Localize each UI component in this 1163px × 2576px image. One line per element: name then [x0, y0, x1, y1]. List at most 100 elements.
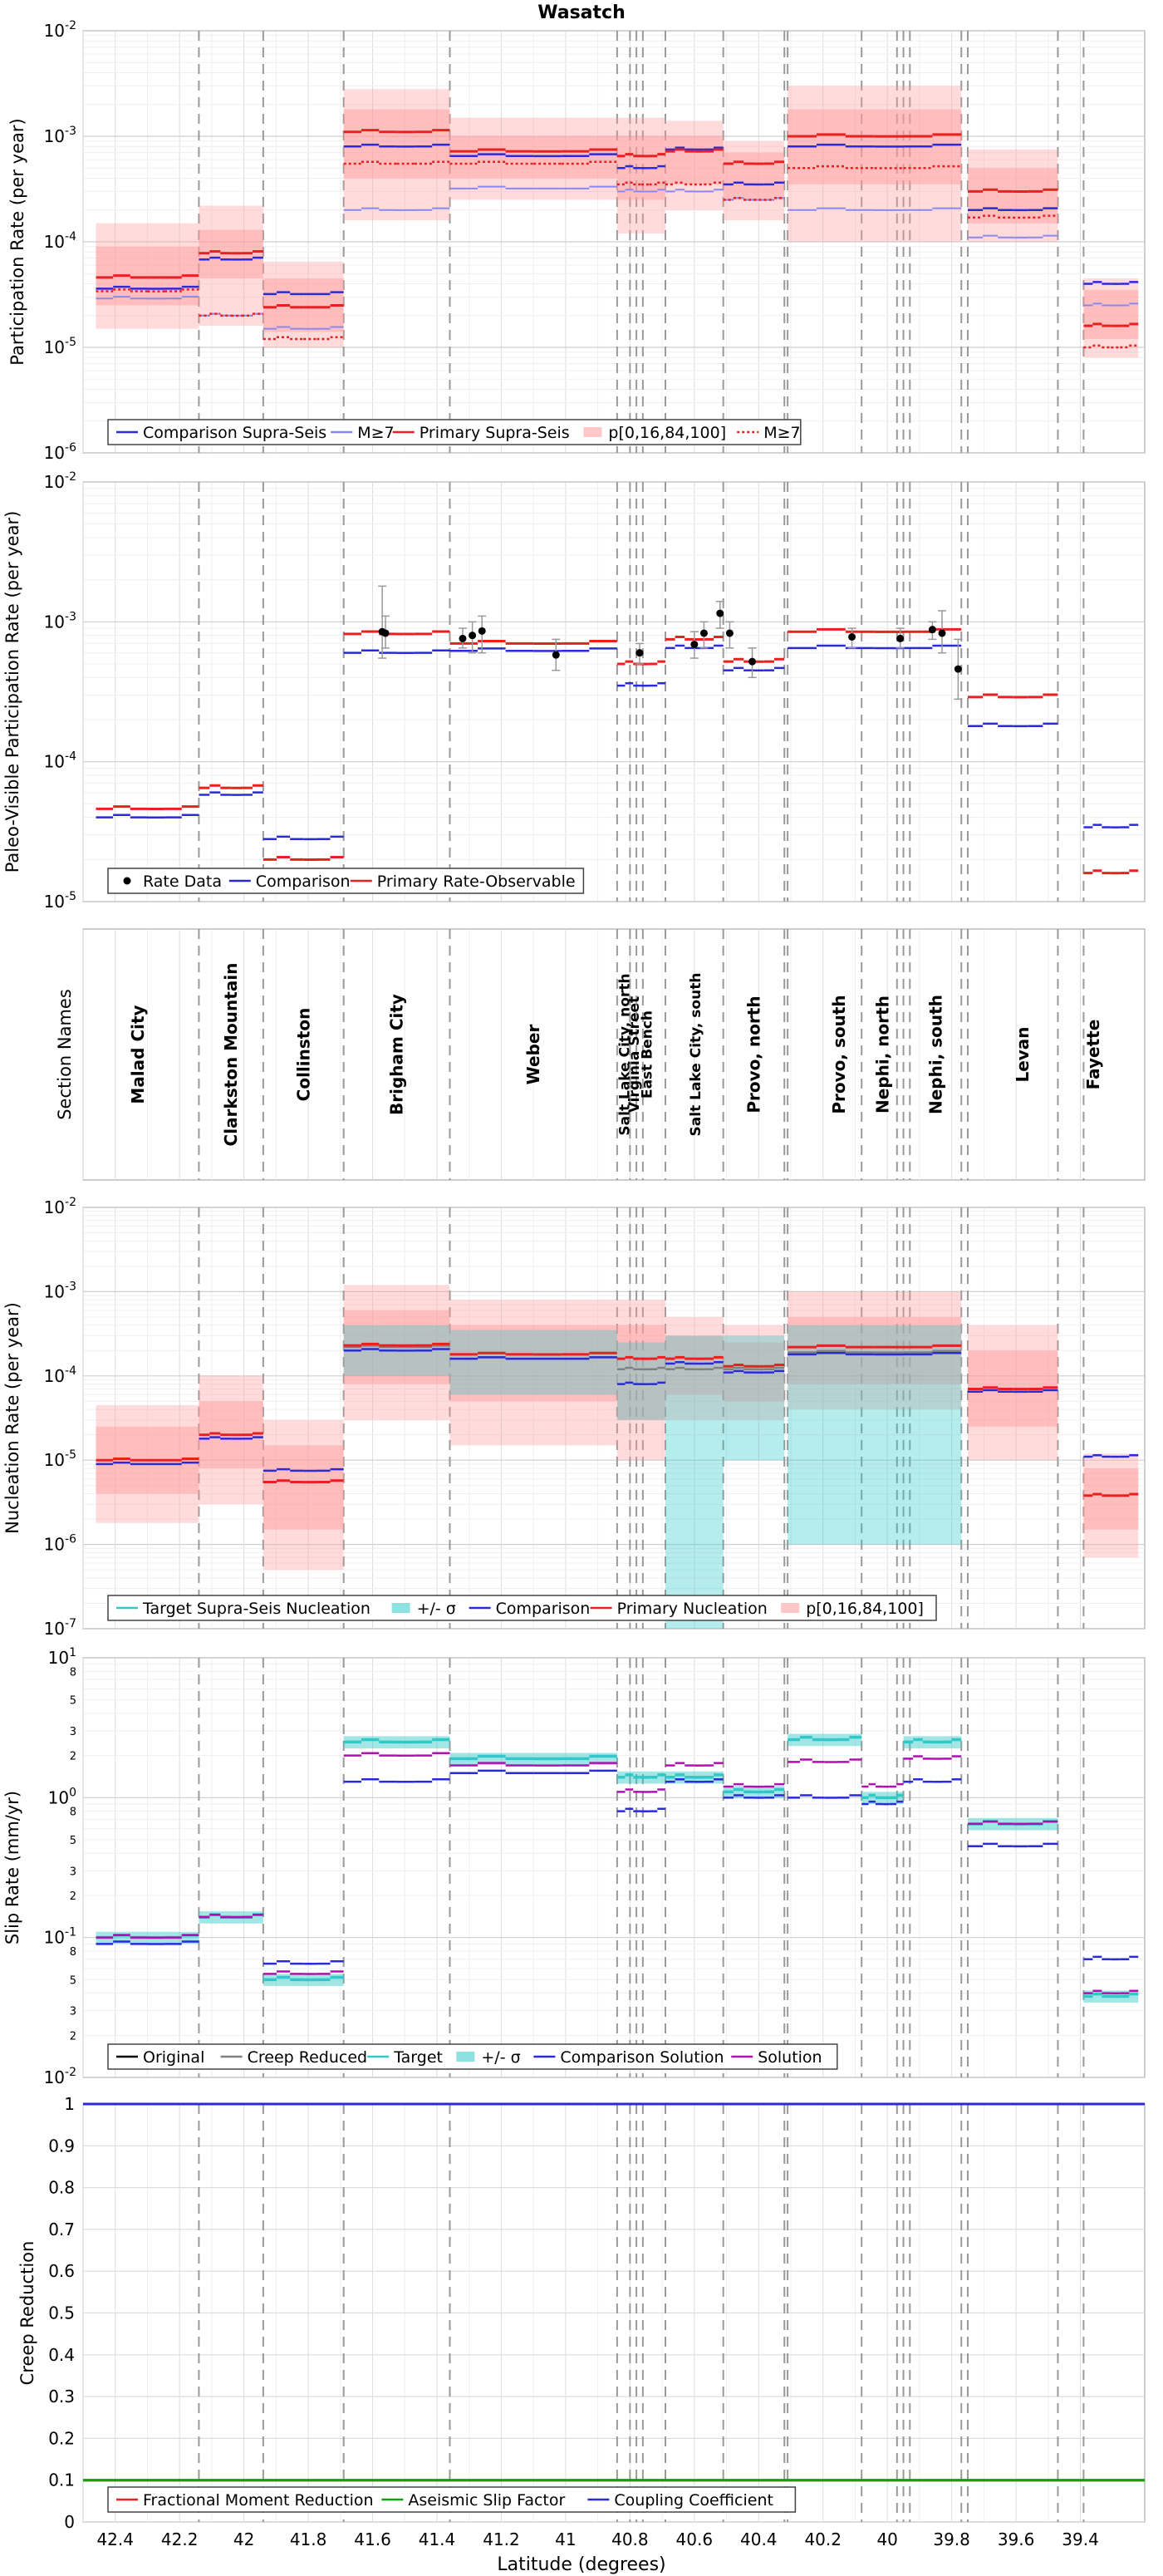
panel-nucleation: 10-7 10-6 10-5 10-4 10-3 10-2 Target Supra-Sei…	[44, 1196, 1146, 1639]
x-tick-label: 41.6	[354, 2529, 391, 2549]
x-tick-label: 42	[233, 2529, 254, 2549]
legend-label: Primary Rate-Observable	[377, 873, 576, 891]
legend-label: p[0,16,84,100]	[806, 1600, 924, 1618]
x-tick-label: 42.4	[96, 2529, 134, 2549]
legend-label: Comparison Supra-Seis	[143, 424, 326, 442]
section-name-label: Salt Lake City, north	[617, 973, 634, 1135]
percentile-band-inner	[665, 136, 724, 184]
legend-swatch	[123, 877, 131, 885]
y-minor-tick-label: 8	[70, 1946, 76, 1959]
percentile-band-outer	[616, 1300, 665, 1461]
x-tick-label: 41.8	[290, 2529, 327, 2549]
section-name-label: Nephi, south	[925, 995, 945, 1114]
y-axis-label: Section Names	[55, 989, 75, 1120]
x-tick-label: 39.6	[998, 2529, 1035, 2549]
legend-label: p[0,16,84,100]	[608, 424, 726, 442]
rate-data-point	[552, 651, 560, 659]
y-tick-label: 10-2	[44, 2066, 76, 2087]
rate-data-point	[748, 657, 757, 666]
y-tick-label: 0.2	[48, 2428, 75, 2448]
legend-swatch	[456, 2052, 475, 2062]
percentile-band-inner	[1083, 1468, 1139, 1530]
y-tick-label: 10-4	[44, 230, 77, 252]
rate-data-point	[954, 665, 962, 673]
y-axis-label: Participation Rate (per year)	[7, 118, 27, 365]
rate-data-point	[716, 609, 724, 617]
legend-label: M≥7	[763, 424, 800, 442]
percentile-band-inner	[665, 1335, 724, 1395]
legend-label: Aseismic Slip Factor	[408, 2491, 565, 2510]
y-minor-tick-label: 2	[70, 1751, 76, 1763]
legend-label: +/- σ	[417, 1600, 456, 1618]
rate-data-point	[381, 629, 390, 637]
plot-area	[82, 1657, 1146, 2078]
legend-label: Fractional Moment Reduction	[143, 2491, 374, 2510]
y-tick-label: 10-2	[44, 19, 76, 41]
section-name-label: Provo, south	[829, 995, 849, 1113]
y-tick-label: 10-1	[44, 1926, 76, 1948]
y-minor-tick-label: 2	[70, 2030, 76, 2043]
y-tick-label: 10-3	[44, 125, 76, 146]
target-sigma-band	[788, 1325, 962, 1545]
legend-box	[107, 868, 585, 894]
percentile-band-inner	[263, 1445, 344, 1530]
legend-label: Coupling Coefficient	[614, 2491, 773, 2510]
section-name-label: Virginia Street	[626, 996, 643, 1113]
rate-data-point	[478, 627, 486, 635]
y-minor-tick-label: 3	[70, 2006, 76, 2018]
y-axis-label: Paleo-Visible Participation Rate (per ye…	[2, 511, 22, 873]
legend-box	[107, 2486, 797, 2513]
y-tick-label: 10-3	[44, 1280, 76, 1301]
x-tick-label: 39.8	[933, 2529, 970, 2549]
target-sigma-band	[616, 1342, 665, 1420]
y-tick-label: 0.4	[48, 2345, 75, 2365]
percentile-band-outer	[199, 205, 263, 327]
y-tick-label: 0.6	[48, 2261, 75, 2281]
y-tick-label: 10-2	[44, 470, 76, 492]
x-tick-label: 41.2	[483, 2529, 520, 2549]
rate-data-point	[469, 632, 477, 640]
y-minor-tick-label: 3	[70, 1726, 76, 1738]
percentile-band-outer	[665, 120, 724, 210]
legend-label: Primary Nucleation	[617, 1600, 768, 1618]
y-tick-label: 10-5	[44, 336, 76, 357]
panel-participation: 10-6 10-5 10-4 10-3 10-2 Comparison Supra-Sei…	[44, 19, 1146, 463]
chart-title: Wasatch	[537, 2, 626, 23]
rate-data-point	[928, 626, 936, 634]
rate-data-point	[690, 640, 699, 648]
percentile-band-outer	[616, 117, 665, 234]
percentile-band-inner	[616, 1325, 665, 1420]
percentile-band-outer	[1083, 278, 1139, 358]
x-tick-label: 41	[555, 2529, 576, 2549]
percentile-band-outer	[343, 1285, 450, 1420]
legend-swatch	[781, 1603, 800, 1613]
section-name-label: Brigham City	[387, 994, 407, 1115]
plot-area	[82, 928, 1146, 1181]
legend-label: M≥7	[357, 424, 394, 442]
y-tick-label: 0.5	[48, 2303, 75, 2323]
y-tick-label: 100	[48, 1786, 76, 1807]
y-tick-label: 101	[48, 1646, 76, 1668]
x-axis-label: Latitude (degrees)	[497, 2554, 665, 2575]
legend-label: Creep Reduced	[248, 2048, 367, 2067]
rate-data-point	[635, 649, 644, 657]
y-axis-label: Slip Rate (mm/yr)	[2, 1791, 22, 1944]
section-name-label: Levan	[1013, 1026, 1033, 1082]
target-sigma-band	[665, 1335, 724, 1629]
y-tick-label: 0.3	[48, 2387, 75, 2406]
percentile-band-inner	[1083, 289, 1139, 339]
x-tick-label: 40.6	[676, 2529, 714, 2549]
legend-label: Rate Data	[143, 873, 222, 891]
y-tick-label: 10-6	[44, 441, 77, 463]
section-name-label: Weber	[523, 1025, 543, 1085]
legend-label: Comparison	[256, 873, 351, 891]
rate-data-point	[699, 629, 708, 637]
rate-data-point	[848, 632, 856, 641]
target-sigma-band	[449, 1330, 617, 1395]
plot-area	[82, 481, 1146, 902]
rate-data-point	[896, 634, 905, 642]
y-tick-label: 10-5	[44, 1448, 76, 1470]
y-tick-label: 1	[64, 2094, 75, 2114]
x-tick-label: 40.4	[740, 2529, 778, 2549]
percentile-band-outer	[263, 1419, 344, 1571]
